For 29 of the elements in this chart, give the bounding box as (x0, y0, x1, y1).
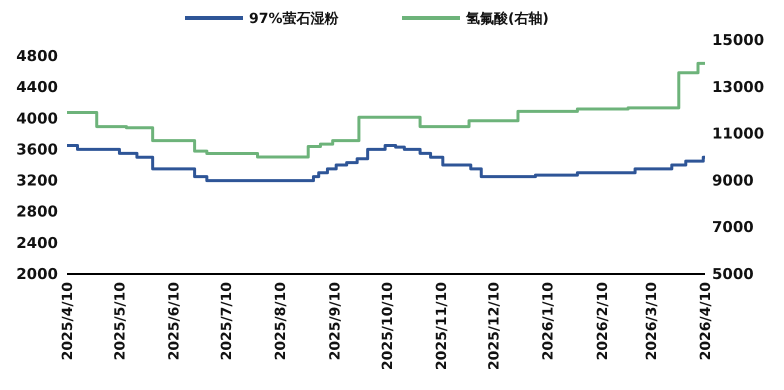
y2-tick-label: 11000 (712, 124, 764, 143)
y-tick-label: 2800 (16, 202, 58, 221)
y2-tick-label: 7000 (712, 218, 754, 236)
x-tick-label: 2026/2/10 (594, 282, 611, 360)
x-tick-label: 2026/1/10 (540, 282, 557, 360)
legend-label: 97%萤石湿粉 (249, 11, 340, 27)
x-tick-label: 2025/6/10 (166, 282, 183, 360)
y-tick-label: 4800 (16, 47, 58, 65)
x-tick-label: 2025/11/10 (434, 282, 450, 370)
x-tick-label: 2025/10/10 (380, 282, 396, 370)
y2-tick-label: 5000 (712, 265, 754, 283)
x-tick-label: 2025/4/10 (60, 282, 76, 360)
x-tick-label: 2025/9/10 (327, 282, 344, 360)
y2-tick-label: 9000 (712, 171, 754, 190)
y-tick-label: 3600 (16, 140, 58, 158)
x-tick-label: 2026/4/10 (698, 282, 714, 360)
x-tick-label: 2025/5/10 (112, 282, 128, 360)
legend-label: 氢氟酸(右轴) (465, 11, 549, 27)
x-tick-label: 2026/3/10 (644, 282, 660, 360)
y-tick-label: 2400 (16, 234, 58, 252)
y2-tick-label: 13000 (712, 78, 764, 96)
y-tick-label: 2000 (16, 265, 58, 283)
y-tick-label: 4400 (16, 78, 58, 96)
y-tick-label: 3200 (16, 172, 58, 190)
x-tick-label: 2025/7/10 (219, 282, 236, 360)
x-tick-label: 2025/8/10 (273, 282, 290, 360)
y-tick-label: 4000 (16, 109, 58, 128)
x-tick-label: 2025/12/10 (486, 282, 502, 370)
y2-tick-label: 15000 (712, 31, 764, 49)
